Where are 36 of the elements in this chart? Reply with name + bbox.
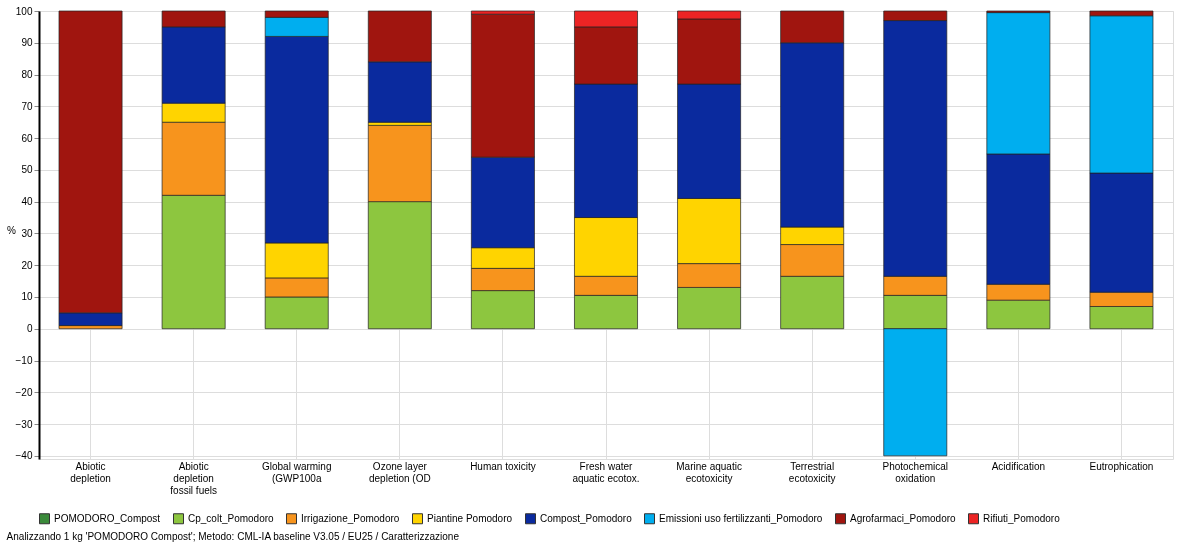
y-tick-label: −40 bbox=[15, 450, 33, 462]
y-tick-label: 50 bbox=[21, 164, 33, 176]
y-tick-label: 20 bbox=[21, 259, 33, 271]
y-tick-label: 60 bbox=[21, 132, 33, 144]
text: Analizzando 1 kg 'POMODORO Compost'; Metodo: CML-IA baseline V3.05 / EU25 / Caratterizzazione bbox=[6, 531, 460, 542]
y-tick-label: 10 bbox=[21, 291, 33, 303]
x-tick-label: Eutrophication bbox=[1089, 460, 1154, 472]
legend-label: POMODORO_Compost bbox=[54, 512, 161, 524]
x-tick-label: Abiotic depletion fossil fuels bbox=[170, 460, 217, 496]
x-tick-label: Abiotic depletion bbox=[70, 460, 111, 484]
y-tick-label: 30 bbox=[21, 227, 33, 239]
x-tick-label: Acidification bbox=[991, 460, 1046, 472]
legend-label: Piantine Pomodoro bbox=[427, 512, 513, 524]
legend-label: Cp_colt_Pomodoro bbox=[188, 512, 275, 524]
legend-label: Agrofarmaci_Pomodoro bbox=[850, 512, 957, 524]
y-tick-label: −10 bbox=[15, 355, 33, 366]
y-axis-title: % bbox=[7, 224, 17, 236]
y-tick-label: −30 bbox=[15, 418, 33, 430]
legend-label: Irrigazione_Pomodoro bbox=[301, 512, 400, 524]
y-tick-label: 0 bbox=[26, 323, 33, 335]
legend-label: Emissioni uso fertilizzanti_Pomodoro bbox=[659, 512, 823, 524]
y-tick-label: 80 bbox=[21, 69, 33, 81]
y-tick-label: 100 bbox=[15, 5, 33, 17]
x-tick-label: Marine aquatic ecotoxicity bbox=[676, 460, 742, 484]
legend-label: Compost_Pomodoro bbox=[540, 512, 633, 524]
x-tick-label: Photochemical oxidation bbox=[882, 460, 949, 484]
y-tick-label: 40 bbox=[21, 196, 33, 208]
x-tick-label: Terrestrial ecotoxicity bbox=[788, 460, 836, 484]
x-tick-label: Ozone layer depletion (OD bbox=[368, 460, 431, 484]
y-tick-label: 90 bbox=[21, 37, 33, 49]
y-tick-label: 70 bbox=[21, 100, 33, 112]
y-tick-label: −20 bbox=[15, 386, 33, 398]
x-tick-label: Human toxicity bbox=[470, 460, 536, 472]
x-tick-label: Global warming (GWP100a bbox=[261, 460, 332, 484]
x-tick-label: Fresh water aquatic ecotox. bbox=[572, 460, 640, 484]
legend-label: Rifiuti_Pomodoro bbox=[983, 512, 1061, 524]
